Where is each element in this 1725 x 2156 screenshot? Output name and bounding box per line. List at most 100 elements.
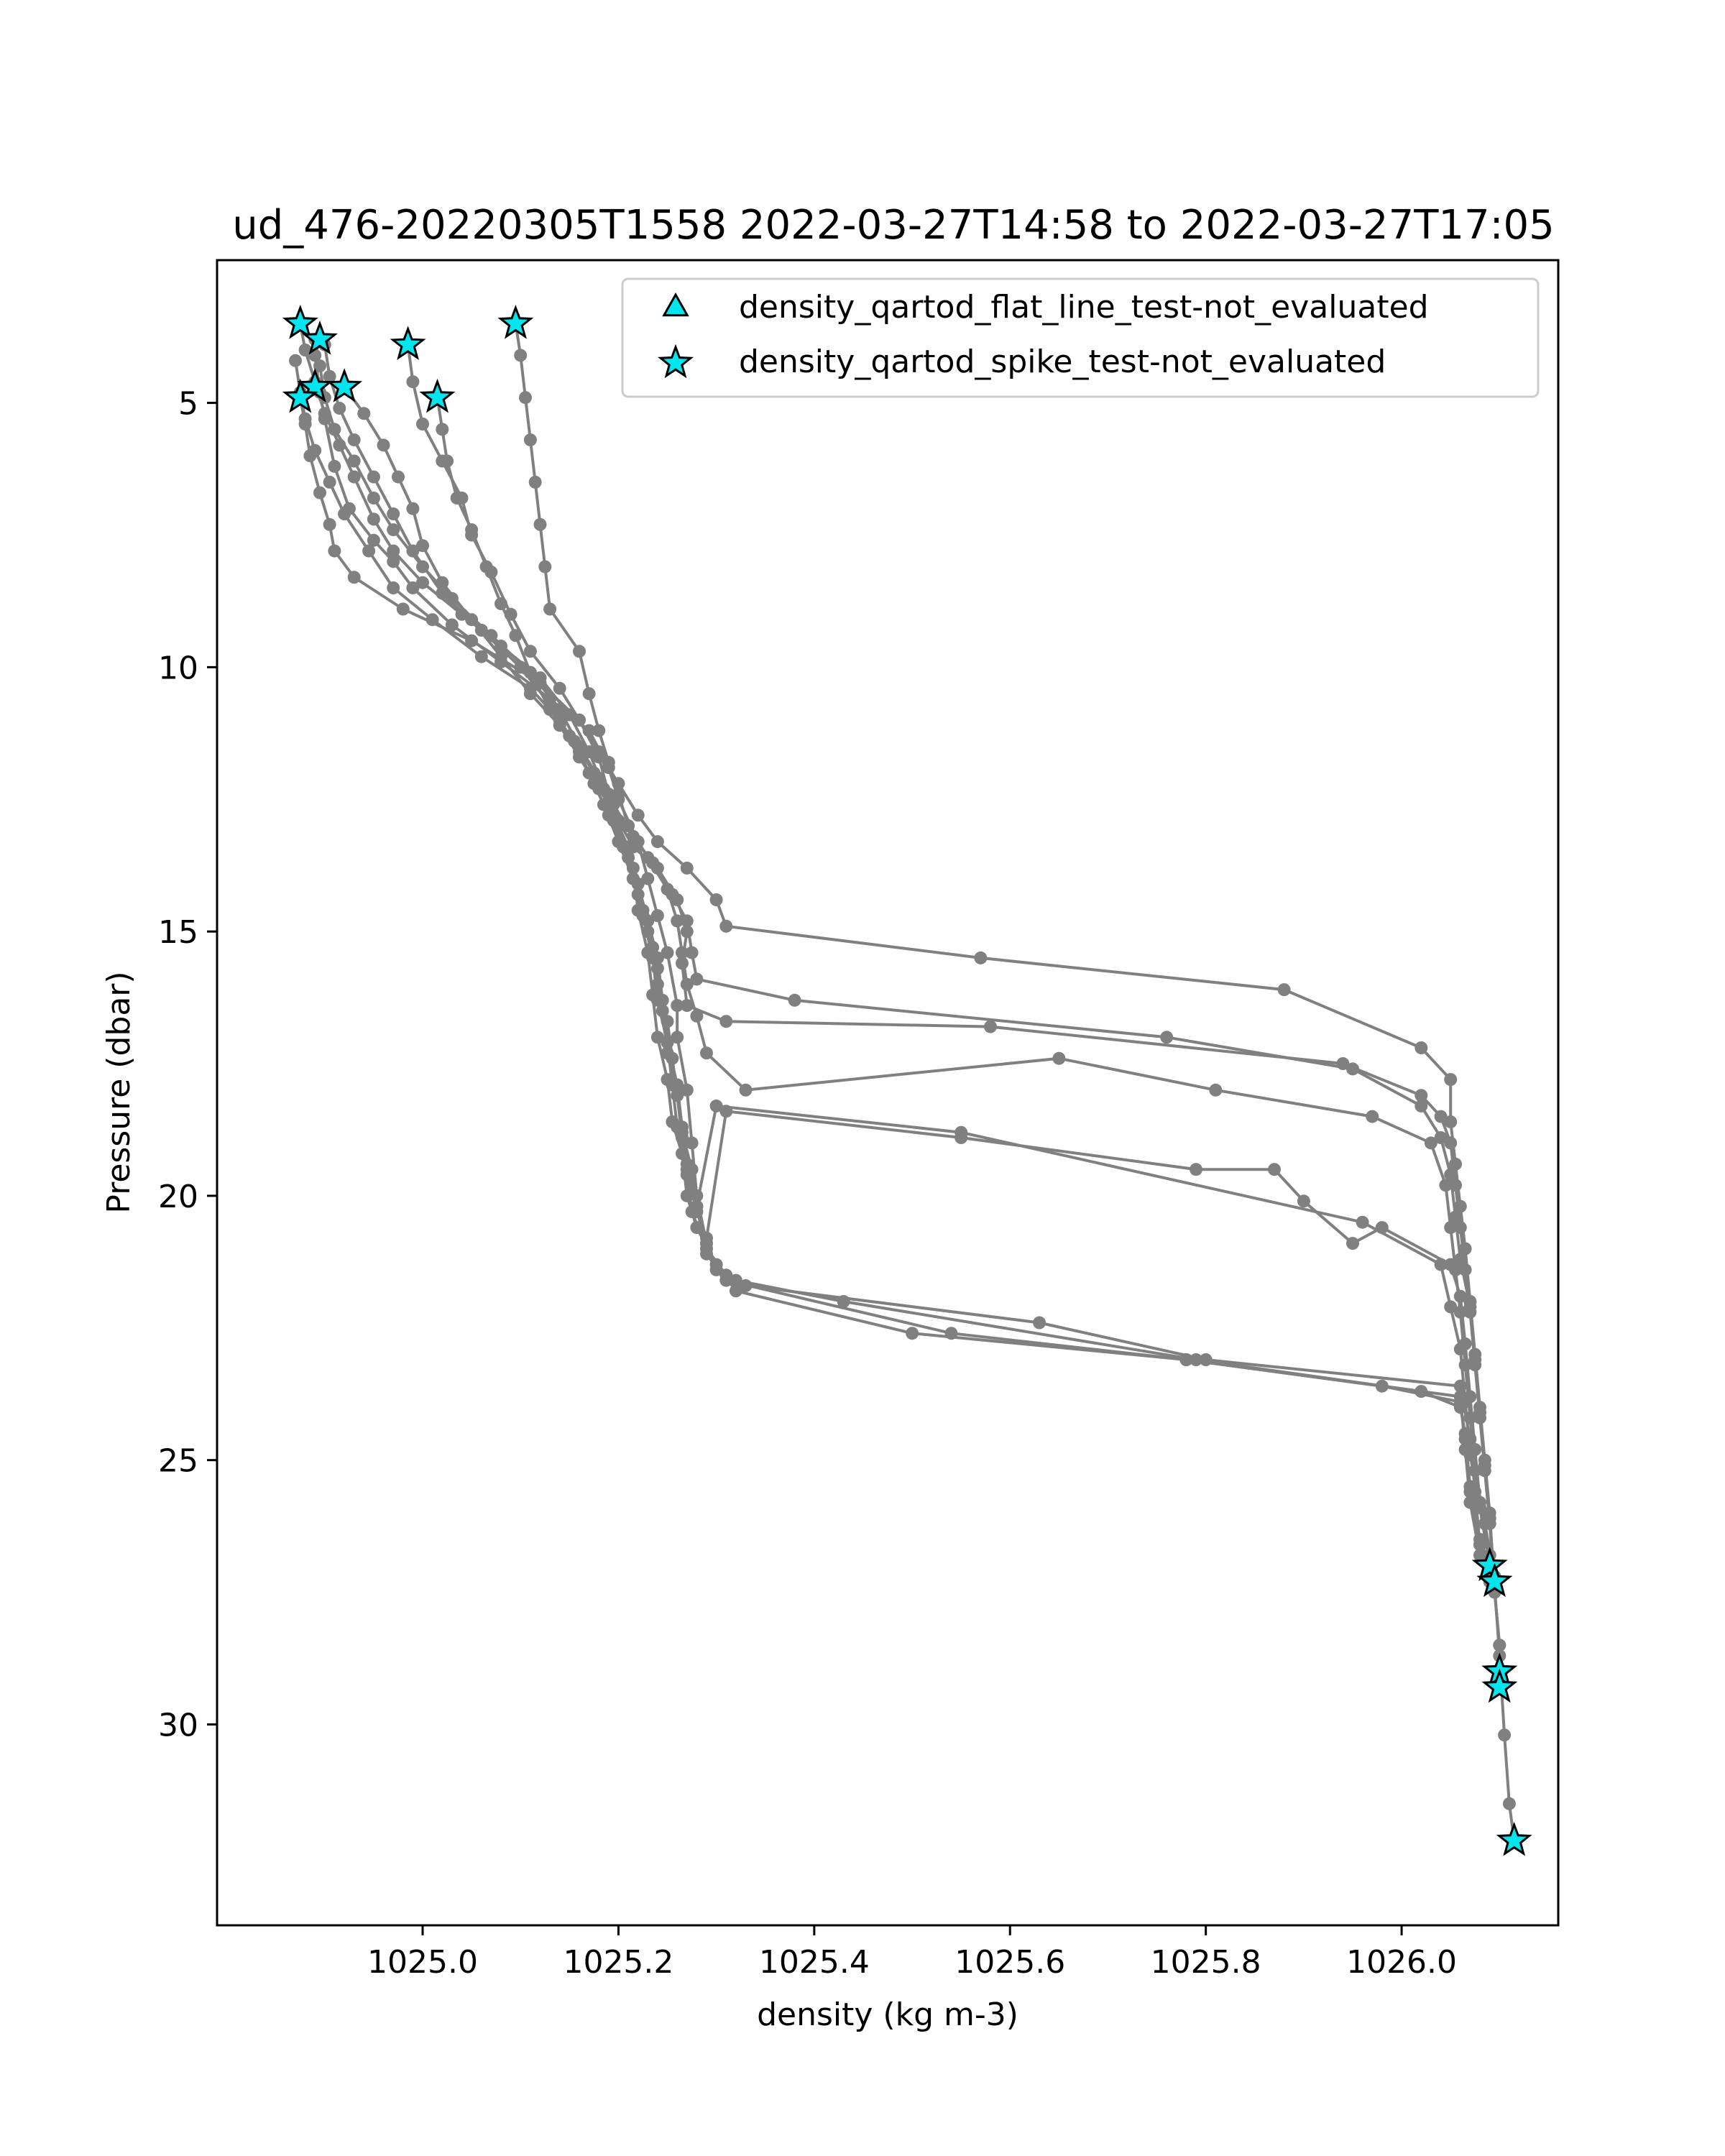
profile-point	[719, 919, 733, 933]
spike-flag-star-marker	[1496, 1822, 1532, 1856]
x-tick-label: 1025.0	[367, 1944, 478, 1981]
profile-point	[479, 560, 493, 573]
profile-point	[617, 840, 630, 854]
profile-point	[523, 433, 537, 447]
profile-point	[445, 618, 459, 632]
profile-point	[646, 941, 660, 954]
profile-point	[387, 523, 400, 537]
profile-point	[1463, 1496, 1477, 1509]
profile-point	[1453, 1253, 1467, 1266]
profile-point	[650, 1031, 664, 1044]
profile-point	[1366, 1110, 1379, 1123]
profile-point	[387, 544, 400, 558]
spike-flag-star-marker	[326, 368, 363, 402]
profile-point	[661, 946, 674, 959]
profile-point	[573, 713, 586, 727]
profile-point	[700, 1247, 713, 1261]
profile-point	[1052, 1051, 1066, 1065]
profile-point	[347, 433, 361, 447]
profile-point	[1346, 1237, 1359, 1250]
profile-point	[494, 597, 507, 611]
legend-star-marker	[658, 344, 694, 379]
profile-line-10	[294, 360, 1491, 1567]
legend-entry-spike: density_qartod_spike_test-not_evaluated	[739, 344, 1386, 380]
profile-point	[729, 1284, 742, 1298]
profile-point	[690, 972, 704, 986]
profile-point	[347, 470, 361, 484]
profile-point	[465, 634, 479, 648]
profile-point	[1453, 1289, 1467, 1303]
profile-point	[1458, 1395, 1472, 1409]
profile-point	[1444, 1221, 1458, 1235]
profile-point	[313, 359, 326, 373]
profile-point	[650, 835, 664, 849]
profile-point	[553, 713, 566, 727]
profile-point	[573, 645, 586, 658]
profile-point	[323, 475, 336, 489]
profile-point	[690, 1009, 704, 1023]
profile-point	[602, 755, 615, 769]
profile-point	[631, 808, 645, 822]
profile-point	[533, 517, 547, 531]
profile-point	[1297, 1194, 1310, 1208]
profile-point	[1502, 1797, 1516, 1810]
spike-flag-star-marker	[1481, 1668, 1518, 1703]
y-tick-label: 5	[178, 386, 198, 423]
profile-point	[450, 492, 464, 505]
profile-point	[709, 893, 723, 906]
profile-point	[436, 576, 449, 589]
spike-flag-star-marker	[302, 320, 338, 355]
x-tick-label: 1025.2	[563, 1944, 673, 1981]
profile-point	[680, 999, 694, 1013]
profile-point	[1458, 1242, 1472, 1256]
spike-flag-star-marker	[282, 378, 318, 413]
profile-point	[719, 1015, 733, 1028]
profile-point	[406, 544, 420, 558]
profile-point	[1449, 1210, 1462, 1224]
profile-point	[333, 402, 346, 415]
triangle-marker	[662, 292, 689, 317]
profile-point	[671, 914, 684, 928]
profile-point	[671, 1089, 684, 1102]
profile-point	[367, 533, 380, 547]
y-axis: 5 10 15 20 25 30	[158, 386, 217, 1743]
profile-point	[367, 492, 380, 505]
profile-point	[519, 391, 532, 405]
profile-point	[661, 1015, 674, 1028]
profile-point	[719, 1273, 733, 1287]
profile-point	[392, 470, 405, 484]
x-tick-label: 1026.0	[1346, 1944, 1457, 1981]
profile-point	[328, 423, 341, 436]
profile-point	[445, 591, 459, 605]
profile-point	[416, 418, 429, 430]
profile-point	[582, 687, 596, 701]
y-tick-label: 25	[158, 1443, 198, 1480]
profile-point	[1498, 1728, 1512, 1742]
profile-point	[680, 861, 694, 875]
profile-point	[553, 681, 566, 695]
profile-point	[1444, 1258, 1458, 1271]
profile-point	[396, 602, 410, 616]
profile-point	[347, 454, 361, 468]
profile-point	[1463, 1448, 1477, 1462]
y-tick-label: 30	[158, 1707, 198, 1743]
profile-point	[1346, 1062, 1359, 1076]
profile-point	[573, 745, 586, 759]
profile-point	[1463, 1300, 1477, 1314]
profile-point	[1439, 1179, 1453, 1192]
profile-point	[650, 909, 664, 923]
profile-point	[1414, 1041, 1428, 1054]
profile-point	[671, 1031, 684, 1044]
profile-point	[328, 459, 341, 473]
profile-point	[739, 1083, 753, 1097]
profile-point	[298, 412, 312, 425]
spike-flag-star-marker	[390, 326, 426, 360]
profile-point	[1444, 1073, 1458, 1087]
spike-flag-star-marker	[1471, 1547, 1508, 1582]
profile-point	[592, 724, 606, 737]
y-tick-label: 15	[158, 914, 198, 951]
profile-point	[387, 555, 400, 568]
profile-point	[436, 586, 449, 600]
spike-flag-star-marker	[497, 305, 534, 339]
profile-point	[1160, 1031, 1174, 1044]
